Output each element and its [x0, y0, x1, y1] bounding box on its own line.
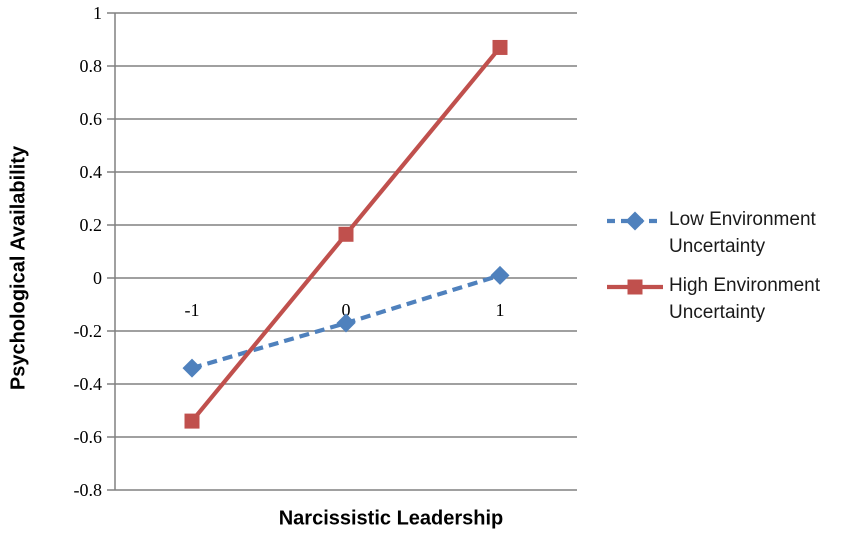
- x-tick-label: 0: [342, 300, 351, 320]
- y-tick-label: -0.6: [74, 427, 103, 447]
- legend-label-high-uncertainty: High Environment Uncertainty: [669, 275, 821, 323]
- legend-sample-solid-square-icon: [607, 279, 663, 295]
- x-tick-label: -1: [185, 300, 200, 320]
- y-axis-title: Psychological Availability: [7, 145, 30, 391]
- y-tick-label: 1: [93, 3, 102, 23]
- diamond-marker-icon: [336, 313, 356, 333]
- y-tick-label: 0: [93, 268, 102, 288]
- y-tick-label: 0.2: [80, 215, 103, 235]
- y-tick-label: -0.8: [74, 480, 103, 500]
- y-tick-label: -0.2: [74, 321, 103, 341]
- y-tick-label: 0.4: [80, 162, 103, 182]
- x-tick-label: 1: [496, 300, 505, 320]
- square-marker-icon: [184, 413, 200, 429]
- y-tick-label: 0.6: [80, 109, 103, 129]
- legend-item-low-uncertainty: Low Environment Uncertainty: [606, 206, 851, 260]
- diamond-marker-icon: [625, 211, 645, 231]
- legend-sample-dashed-diamond-icon: [607, 211, 663, 231]
- square-marker-icon: [627, 279, 643, 295]
- square-marker-icon: [338, 226, 354, 242]
- y-tick-label: 0.8: [80, 56, 103, 76]
- square-marker-icon: [492, 39, 508, 55]
- legend: Low Environment Uncertainty High Environ…: [606, 206, 851, 338]
- diamond-marker-icon: [182, 358, 202, 378]
- x-axis-title: Narcissistic Leadership: [278, 507, 504, 530]
- diamond-marker-icon: [490, 265, 510, 285]
- y-tick-label: -0.4: [74, 374, 103, 394]
- legend-label-low-uncertainty: Low Environment Uncertainty: [669, 209, 816, 257]
- legend-item-high-uncertainty: High Environment Uncertainty: [606, 272, 851, 326]
